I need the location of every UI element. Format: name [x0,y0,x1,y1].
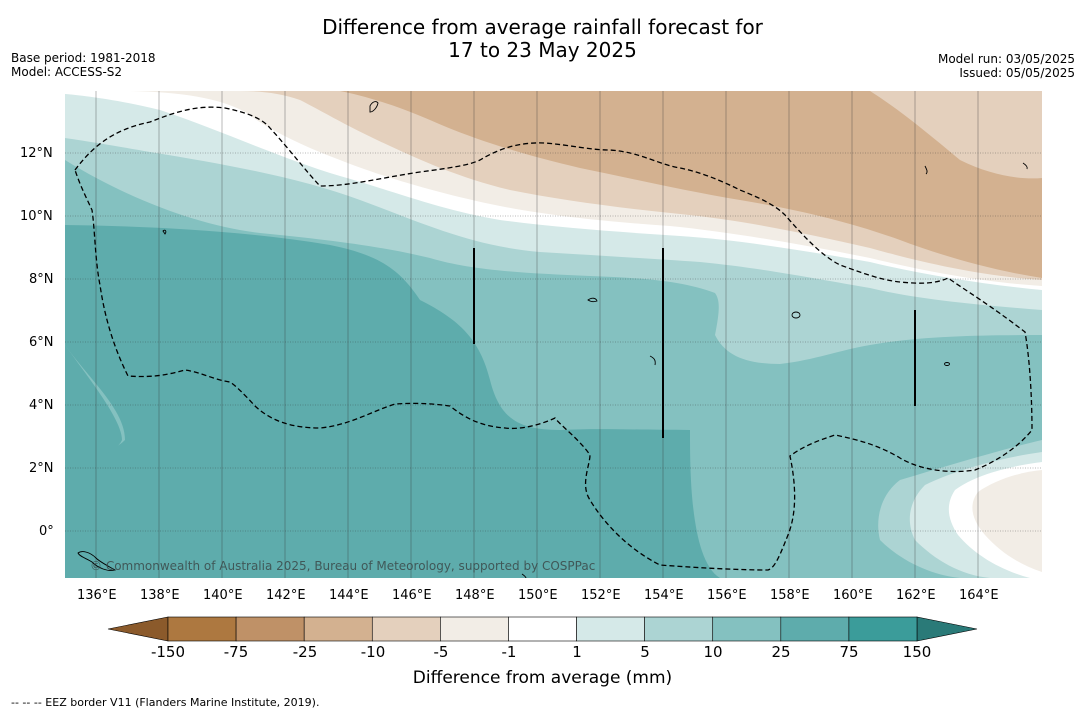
lon-label: 148°E [455,588,495,603]
lat-label: 6°N [29,335,54,350]
colorbar-tick-label: -1 [501,643,517,661]
colorbar-right-extension [916,616,978,642]
band-minus10 [340,91,1042,278]
copyright-notice: © Commonwealth of Australia 2025, Bureau… [90,559,596,573]
lon-label: 156°E [707,588,747,603]
lon-label: 146°E [392,588,432,603]
colorbar-segment [508,616,577,642]
colorbar-segment [644,616,714,642]
lat-label: 4°N [29,398,54,413]
lon-label: 150°E [518,588,558,603]
lat-label: 0° [39,524,54,539]
colorbar-segment [848,616,918,642]
colorbar-tick-label: 5 [640,643,650,661]
colorbar-tick-label: -75 [223,643,249,661]
colorbar-tick-label: -10 [360,643,386,661]
lon-label: 144°E [329,588,369,603]
lat-label: 2°N [29,461,54,476]
lat-label: 8°N [29,272,54,287]
colorbar-segment [576,616,645,642]
colorbar [107,616,978,642]
colorbar-left-extension [107,616,169,642]
colorbar-tick-label: -5 [433,643,449,661]
colorbar-segment [167,616,237,642]
map-title-line2: 17 to 23 May 2025 [448,38,637,62]
lon-label: 138°E [140,588,180,603]
lon-label: 136°E [77,588,117,603]
lon-label: 164°E [959,588,999,603]
eez-border [74,106,1033,571]
colorbar-segment [303,616,373,642]
colorbar-tick-label: 10 [703,643,723,661]
colorbar-tick-label: 75 [839,643,859,661]
eez-solid-segments [473,248,916,438]
issued-date: Issued: 05/05/2025 [959,66,1075,80]
colorbar-tick-label: -150 [150,643,186,661]
band-25-lower-left [65,345,122,465]
lon-label: 160°E [833,588,873,603]
colorbar-tick-label: 1 [572,643,582,661]
legend-footnote: -- -- -- EEZ border V11 (Flanders Marine… [11,696,320,709]
colorbar-segment [780,616,850,642]
lat-label: 12°N [20,146,53,161]
colorbar-segment [440,616,509,642]
lat-gridlines [65,152,1042,532]
model-name: Model: ACCESS-S2 [11,65,123,79]
colorbar-segment [235,616,305,642]
colorbar-segment [712,616,782,642]
meta-left: Base period: 1981-2018 Model: ACCESS-S2 [11,51,156,79]
band-sw-minus1 [972,470,1042,572]
colorbar-tick-label: 25 [771,643,791,661]
lon-label: 142°E [266,588,306,603]
model-run: Model run: 03/05/2025 [937,52,1075,66]
rainfall-map [65,91,1042,578]
colorbar-tick-label: -25 [292,643,318,661]
lon-label: 162°E [896,588,936,603]
lon-label: 154°E [644,588,684,603]
map-title-line1: Difference from average rainfall forecas… [322,15,763,39]
colorbar-title: Difference from average (mm) [412,668,673,688]
lat-label: 10°N [20,209,53,224]
colorbar-tick-label: 150 [902,643,932,661]
meta-right: Model run: 03/05/2025 Issued: 05/05/2025 [938,52,1075,80]
lon-label: 152°E [581,588,621,603]
lon-label: 158°E [770,588,810,603]
base-period: Base period: 1981-2018 [11,51,156,65]
island-outlines [77,101,1028,578]
lon-label: 140°E [203,588,243,603]
colorbar-segment [371,616,441,642]
